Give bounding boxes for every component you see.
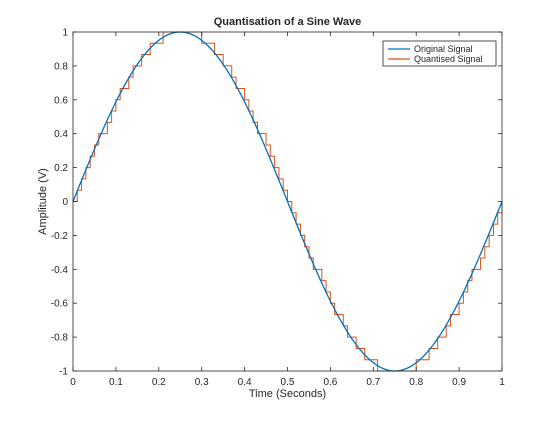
x-tick-label: 0.7: [366, 377, 380, 388]
x-tick-label: 0.2: [152, 377, 166, 388]
y-tick-label: 0.2: [54, 163, 68, 174]
x-axis-label: Time (Seconds): [249, 388, 326, 400]
y-tick-label: -0.4: [51, 265, 69, 276]
y-tick-label: 0.4: [54, 129, 68, 140]
x-tick-label: 0.8: [409, 377, 423, 388]
chart-title: Quantisation of a Sine Wave: [214, 16, 362, 28]
x-tick-label: 0.3: [195, 377, 209, 388]
legend-label: Quantised Signal: [414, 54, 483, 64]
x-tick-label: 0: [70, 377, 76, 388]
legend-label: Original Signal: [414, 44, 473, 54]
ticks-layer: 0 0.1 0.2 0.3 0.4 0.5 0.6 0.7 0.8 0.9 1 1 0.8 0.6 0.4 0…: [51, 28, 505, 389]
x-tick-label: 0.5: [281, 377, 295, 388]
x-tick-label: 0.6: [323, 377, 337, 388]
series-layer: [72, 31, 503, 372]
y-tick-label: -0.6: [51, 299, 69, 310]
y-tick-label: -0.2: [51, 231, 69, 242]
y-axis-label: Amplitude (V): [37, 168, 49, 235]
y-tick-label: 0.6: [54, 95, 68, 106]
x-tick-label: 0.4: [238, 377, 252, 388]
y-tick-label: 1: [62, 28, 68, 39]
legend-box: [382, 40, 497, 67]
x-tick-label: 0.9: [452, 377, 466, 388]
x-tick-label: 0.1: [109, 377, 123, 388]
series-original-signal: [72, 31, 503, 372]
y-tick-label: -0.8: [51, 333, 69, 344]
x-tick-label: 1: [499, 377, 505, 388]
y-tick-label: 0.8: [54, 61, 68, 72]
y-tick-label: -1: [59, 367, 68, 378]
y-tick-label: 0: [62, 197, 68, 208]
